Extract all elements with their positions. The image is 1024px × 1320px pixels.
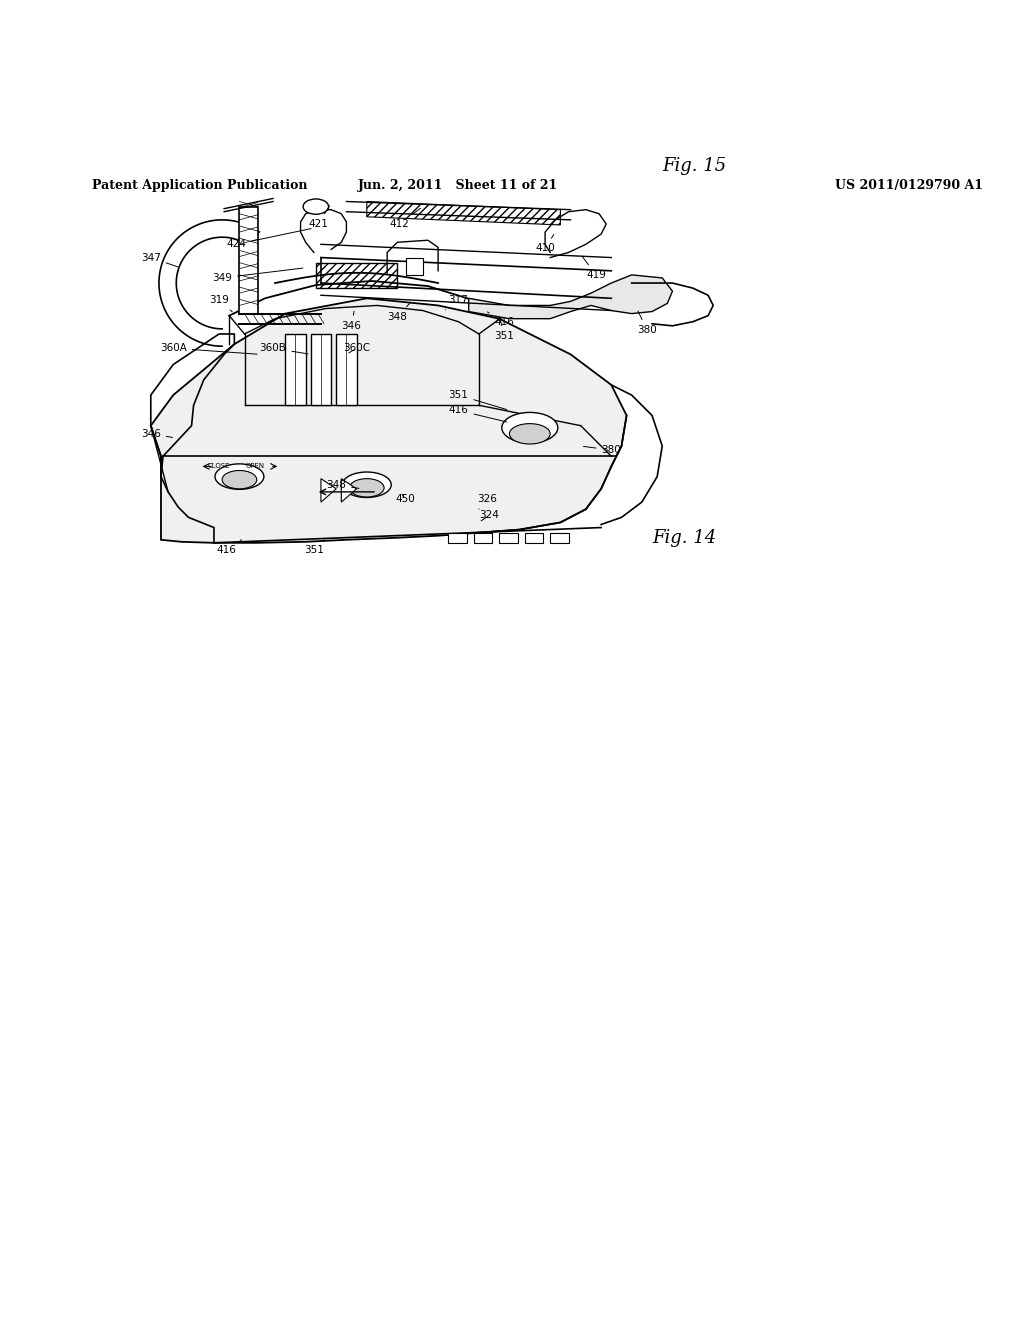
Text: US 2011/0129790 A1: US 2011/0129790 A1 xyxy=(836,178,983,191)
Polygon shape xyxy=(469,275,673,318)
Ellipse shape xyxy=(349,479,384,498)
Text: 348: 348 xyxy=(327,479,359,490)
Text: 319: 319 xyxy=(209,296,232,312)
Polygon shape xyxy=(406,257,423,275)
Text: Fig. 14: Fig. 14 xyxy=(652,529,717,546)
Ellipse shape xyxy=(342,473,391,498)
Text: 416: 416 xyxy=(216,540,242,554)
Polygon shape xyxy=(336,334,356,405)
Ellipse shape xyxy=(509,424,550,444)
Polygon shape xyxy=(286,334,305,405)
Text: CLOSE: CLOSE xyxy=(208,463,230,470)
Text: 346: 346 xyxy=(342,312,361,331)
Text: 450: 450 xyxy=(395,494,416,504)
Ellipse shape xyxy=(303,199,329,214)
Text: 347: 347 xyxy=(141,252,178,267)
Text: 346: 346 xyxy=(141,429,172,438)
Text: Fig. 15: Fig. 15 xyxy=(663,157,726,174)
Text: 351: 351 xyxy=(495,318,514,341)
Text: 317: 317 xyxy=(445,296,468,310)
Text: 360C: 360C xyxy=(343,343,370,354)
Text: 351: 351 xyxy=(449,391,507,409)
Text: 419: 419 xyxy=(583,256,606,280)
Text: 421: 421 xyxy=(308,206,330,228)
Text: Patent Application Publication: Patent Application Publication xyxy=(92,178,307,191)
Text: 424: 424 xyxy=(226,228,311,249)
Text: 416: 416 xyxy=(449,405,507,422)
Text: 380: 380 xyxy=(584,445,622,455)
Text: 360B: 360B xyxy=(260,343,308,354)
Polygon shape xyxy=(240,207,258,314)
Polygon shape xyxy=(341,479,356,502)
Text: 380: 380 xyxy=(637,312,656,335)
Text: OPEN: OPEN xyxy=(245,463,264,470)
Polygon shape xyxy=(500,533,517,543)
Polygon shape xyxy=(449,533,467,543)
Text: 351: 351 xyxy=(304,540,324,554)
Text: 349: 349 xyxy=(212,268,303,282)
Ellipse shape xyxy=(222,470,257,488)
Text: 412: 412 xyxy=(389,209,421,228)
Polygon shape xyxy=(310,334,331,405)
Polygon shape xyxy=(524,533,543,543)
Text: Jun. 2, 2011   Sheet 11 of 21: Jun. 2, 2011 Sheet 11 of 21 xyxy=(358,178,559,191)
Polygon shape xyxy=(321,479,336,502)
Text: 360A: 360A xyxy=(160,343,257,354)
Polygon shape xyxy=(151,298,627,543)
Text: 410: 410 xyxy=(536,235,555,253)
Ellipse shape xyxy=(215,463,264,490)
Polygon shape xyxy=(474,533,493,543)
Text: 416: 416 xyxy=(487,312,514,327)
Ellipse shape xyxy=(502,412,558,444)
Text: 348: 348 xyxy=(387,304,410,322)
Text: 324: 324 xyxy=(479,511,499,521)
Text: 326: 326 xyxy=(477,494,497,510)
Polygon shape xyxy=(550,533,568,543)
